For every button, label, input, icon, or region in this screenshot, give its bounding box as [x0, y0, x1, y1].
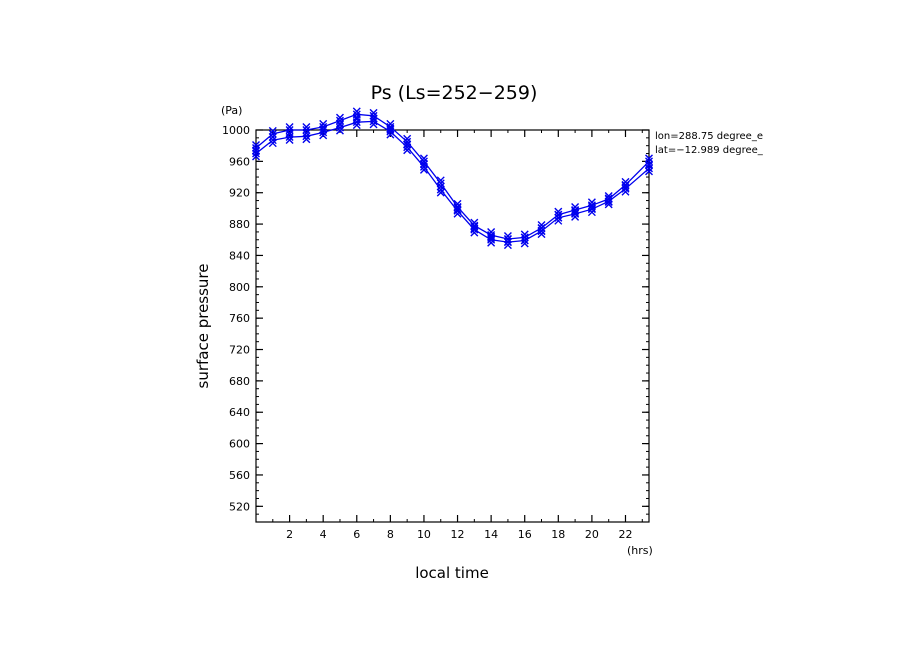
- y-tick-label: 520: [229, 500, 250, 513]
- x-tick-label: 6: [353, 528, 360, 541]
- series-line: [255, 120, 650, 243]
- data-point: [604, 194, 613, 209]
- x-tick-label: 14: [484, 528, 498, 541]
- data-point: [285, 130, 294, 145]
- series-2: [252, 114, 653, 250]
- y-tick-label: 560: [229, 469, 250, 482]
- tick-labels: 520 560 600 640 680 720 760 800 840 880 920 960 1000…: [222, 124, 632, 541]
- x-tick-label: 2: [286, 528, 293, 541]
- y-tick-label: 920: [229, 187, 250, 200]
- plot-frame: [255, 129, 650, 523]
- data-point: [285, 123, 294, 137]
- data-point: [335, 120, 344, 135]
- y-unit-label: (Pa): [221, 104, 242, 117]
- data-point: [302, 129, 311, 144]
- x-tick-label: 18: [551, 528, 565, 541]
- x-tick-label: 16: [518, 528, 532, 541]
- data-point: [537, 224, 546, 239]
- data-point: [645, 161, 653, 176]
- data-point: [319, 125, 328, 140]
- y-tick-label: 720: [229, 344, 250, 357]
- y-axis-title: surface pressure: [194, 264, 212, 389]
- y-tick-label: 760: [229, 312, 250, 325]
- data-point: [587, 202, 596, 217]
- chart-title: Ps (Ls=252−259): [371, 82, 538, 104]
- series-layer: [252, 107, 653, 250]
- data-point: [503, 235, 512, 250]
- data-point: [268, 133, 277, 148]
- annotation-lon: lon=288.75 degree_e: [655, 131, 763, 142]
- data-point: [554, 210, 563, 225]
- data-point: [352, 115, 361, 130]
- data-point: [403, 140, 412, 155]
- data-point: [453, 203, 462, 218]
- x-tick-label: 8: [387, 528, 394, 541]
- data-point: [621, 181, 630, 196]
- x-tick-label: 4: [320, 528, 327, 541]
- data-point: [470, 222, 479, 237]
- data-point: [487, 232, 496, 247]
- data-point: [520, 233, 529, 248]
- data-point: [436, 182, 445, 197]
- x-tick-label: 20: [585, 528, 599, 541]
- x-unit-label: (hrs): [627, 544, 653, 557]
- x-axis-title: local time: [415, 564, 489, 582]
- y-tick-label: 800: [229, 281, 250, 294]
- data-point: [419, 159, 428, 174]
- x-tick-label: 10: [417, 528, 431, 541]
- y-tick-label: 880: [229, 218, 250, 231]
- data-point: [369, 114, 378, 129]
- y-tick-label: 960: [229, 155, 250, 168]
- y-tick-label: 1000: [222, 124, 250, 137]
- tick-marks: [256, 129, 649, 522]
- y-tick-label: 600: [229, 438, 250, 451]
- data-point: [252, 146, 260, 161]
- series-1: [252, 107, 653, 246]
- data-point: [386, 124, 395, 139]
- data-point: [571, 206, 580, 221]
- y-tick-label: 840: [229, 249, 250, 262]
- y-tick-label: 640: [229, 406, 250, 419]
- x-tick-label: 12: [451, 528, 465, 541]
- x-tick-label: 22: [618, 528, 632, 541]
- series-line: [255, 113, 650, 240]
- annotation-lat: lat=−12.989 degree_: [655, 145, 764, 156]
- y-tick-label: 680: [229, 375, 250, 388]
